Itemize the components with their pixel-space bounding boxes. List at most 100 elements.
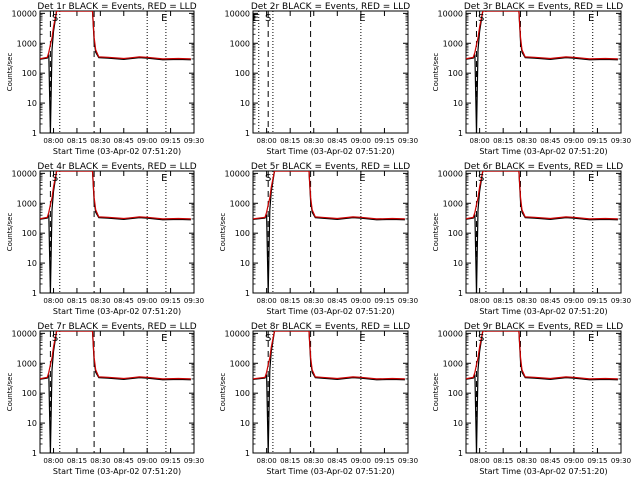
- chart-panel-9: Det 9r BLACK = Events, RED = LLD Start Ti…: [432, 322, 631, 476]
- series-line-black: [40, 331, 191, 453]
- y-tick-label: 10000: [438, 169, 463, 178]
- y-tick-label: 10000: [225, 9, 250, 18]
- x-tick-label: 08:45: [114, 297, 134, 305]
- x-axis-label: Start Time (03-Apr-02 07:51:20): [266, 147, 394, 156]
- y-tick-label: 100: [448, 69, 463, 78]
- y-tick-label: 1: [32, 449, 37, 458]
- x-tick-label: 08:45: [540, 137, 560, 145]
- y-tick-label: 10000: [225, 329, 250, 338]
- x-tick-label: 09:15: [374, 457, 394, 465]
- x-axis-label: Start Time (03-Apr-02 07:51:20): [479, 147, 607, 156]
- y-tick-label: 10000: [12, 329, 37, 338]
- x-tick-label: 08:30: [90, 457, 110, 465]
- x-tick-label: 08:45: [540, 457, 560, 465]
- annotation-s: S: [52, 333, 58, 344]
- y-tick-label: 1000: [230, 39, 250, 48]
- series-line-black: [253, 171, 405, 293]
- x-tick-label: 08:15: [67, 297, 87, 305]
- y-axis-label: Counts/sec: [219, 213, 227, 252]
- x-tick-label: 09:30: [398, 137, 418, 145]
- y-tick-label: 10: [453, 259, 463, 268]
- x-axis-label: Start Time (03-Apr-02 07:51:20): [53, 147, 181, 156]
- x-tick-label: 08:00: [43, 137, 63, 145]
- x-tick-label: 09:30: [184, 457, 204, 465]
- y-axis-label: Counts/sec: [432, 373, 440, 412]
- y-tick-label: 1: [32, 289, 37, 298]
- x-tick-label: 08:30: [517, 297, 537, 305]
- series-line-red: [253, 331, 405, 380]
- y-tick-label: 100: [22, 229, 37, 238]
- series-line-black: [466, 171, 618, 293]
- annotation-e: E: [161, 13, 167, 24]
- y-tick-label: 100: [22, 389, 37, 398]
- annotation-e: E: [161, 173, 167, 184]
- series-group: [466, 171, 618, 293]
- x-tick-label: 09:15: [374, 297, 394, 305]
- x-tick-label: 08:45: [540, 297, 560, 305]
- annotation-e: E: [359, 333, 365, 344]
- x-tick-label: 08:15: [67, 137, 87, 145]
- x-tick-label: 08:00: [43, 297, 63, 305]
- y-tick-label: 1: [458, 449, 463, 458]
- chart-panel-1: Det 1r BLACK = Events, RED = LLD Start Ti…: [6, 2, 204, 156]
- x-axis-label: Start Time (03-Apr-02 07:51:20): [53, 307, 181, 316]
- chart-title: Det 5r BLACK = Events, RED = LLD: [251, 162, 410, 172]
- y-tick-label: 100: [22, 69, 37, 78]
- annotation-e: E: [588, 333, 594, 344]
- x-axis-label: Start Time (03-Apr-02 07:51:20): [266, 467, 394, 476]
- y-tick-label: 1000: [230, 359, 250, 368]
- y-tick-label: 1: [458, 289, 463, 298]
- chart-title: Det 8r BLACK = Events, RED = LLD: [251, 322, 410, 332]
- annotation-s: S: [265, 333, 271, 344]
- series-group: [253, 171, 405, 293]
- y-tick-label: 1: [245, 129, 250, 138]
- chart-panel-6: Det 6r BLACK = Events, RED = LLD Start Ti…: [432, 162, 631, 316]
- x-tick-label: 08:00: [257, 137, 277, 145]
- series-line-red: [40, 331, 191, 380]
- x-tick-label: 09:00: [137, 457, 157, 465]
- chart-panel-5: Det 5r BLACK = Events, RED = LLD Start Ti…: [219, 162, 418, 316]
- y-tick-label: 1000: [17, 199, 37, 208]
- x-axis-label: Start Time (03-Apr-02 07:51:20): [266, 307, 394, 316]
- series-line-red: [466, 331, 618, 380]
- series-group: [466, 331, 618, 453]
- series-line-black: [40, 171, 191, 293]
- series-line-red: [253, 171, 405, 220]
- x-tick-label: 08:15: [280, 137, 300, 145]
- y-tick-label: 10: [453, 419, 463, 428]
- x-tick-label: 09:15: [587, 457, 607, 465]
- annotation-e: E: [588, 13, 594, 24]
- plot-frame: [465, 170, 622, 294]
- x-tick-label: 08:00: [257, 457, 277, 465]
- x-tick-label: 08:45: [327, 137, 347, 145]
- y-axis-label: Counts/sec: [6, 213, 14, 252]
- series-line-red: [466, 11, 618, 60]
- plot-frame: [39, 10, 195, 134]
- plot-frame: [465, 10, 622, 134]
- series-line-black: [466, 331, 618, 453]
- chart-title: Det 4r BLACK = Events, RED = LLD: [37, 162, 196, 172]
- chart-panel-7: Det 7r BLACK = Events, RED = LLD Start Ti…: [6, 322, 204, 476]
- x-tick-label: 08:30: [517, 137, 537, 145]
- y-axis-label: Counts/sec: [432, 213, 440, 252]
- chart-panel-2: Det 2r BLACK = Events, RED = LLD Start Ti…: [225, 2, 419, 156]
- y-tick-label: 10: [27, 419, 37, 428]
- y-tick-label: 1000: [443, 359, 463, 368]
- annotation-s: S: [52, 173, 58, 184]
- x-tick-label: 08:45: [327, 457, 347, 465]
- x-tick-label: 09:00: [351, 457, 371, 465]
- y-tick-label: 100: [235, 69, 250, 78]
- x-tick-label: 09:30: [398, 297, 418, 305]
- chart-title: Det 1r BLACK = Events, RED = LLD: [37, 2, 196, 12]
- y-tick-label: 100: [235, 389, 250, 398]
- y-tick-label: 10000: [12, 169, 37, 178]
- plot-frame: [252, 170, 409, 294]
- plot-frame: [39, 330, 195, 454]
- chart-title: Det 7r BLACK = Events, RED = LLD: [37, 322, 196, 332]
- x-tick-label: 08:30: [517, 457, 537, 465]
- series-group: [40, 171, 191, 293]
- y-tick-label: 10000: [438, 9, 463, 18]
- series-line-red: [466, 171, 618, 220]
- x-tick-label: 08:00: [470, 137, 490, 145]
